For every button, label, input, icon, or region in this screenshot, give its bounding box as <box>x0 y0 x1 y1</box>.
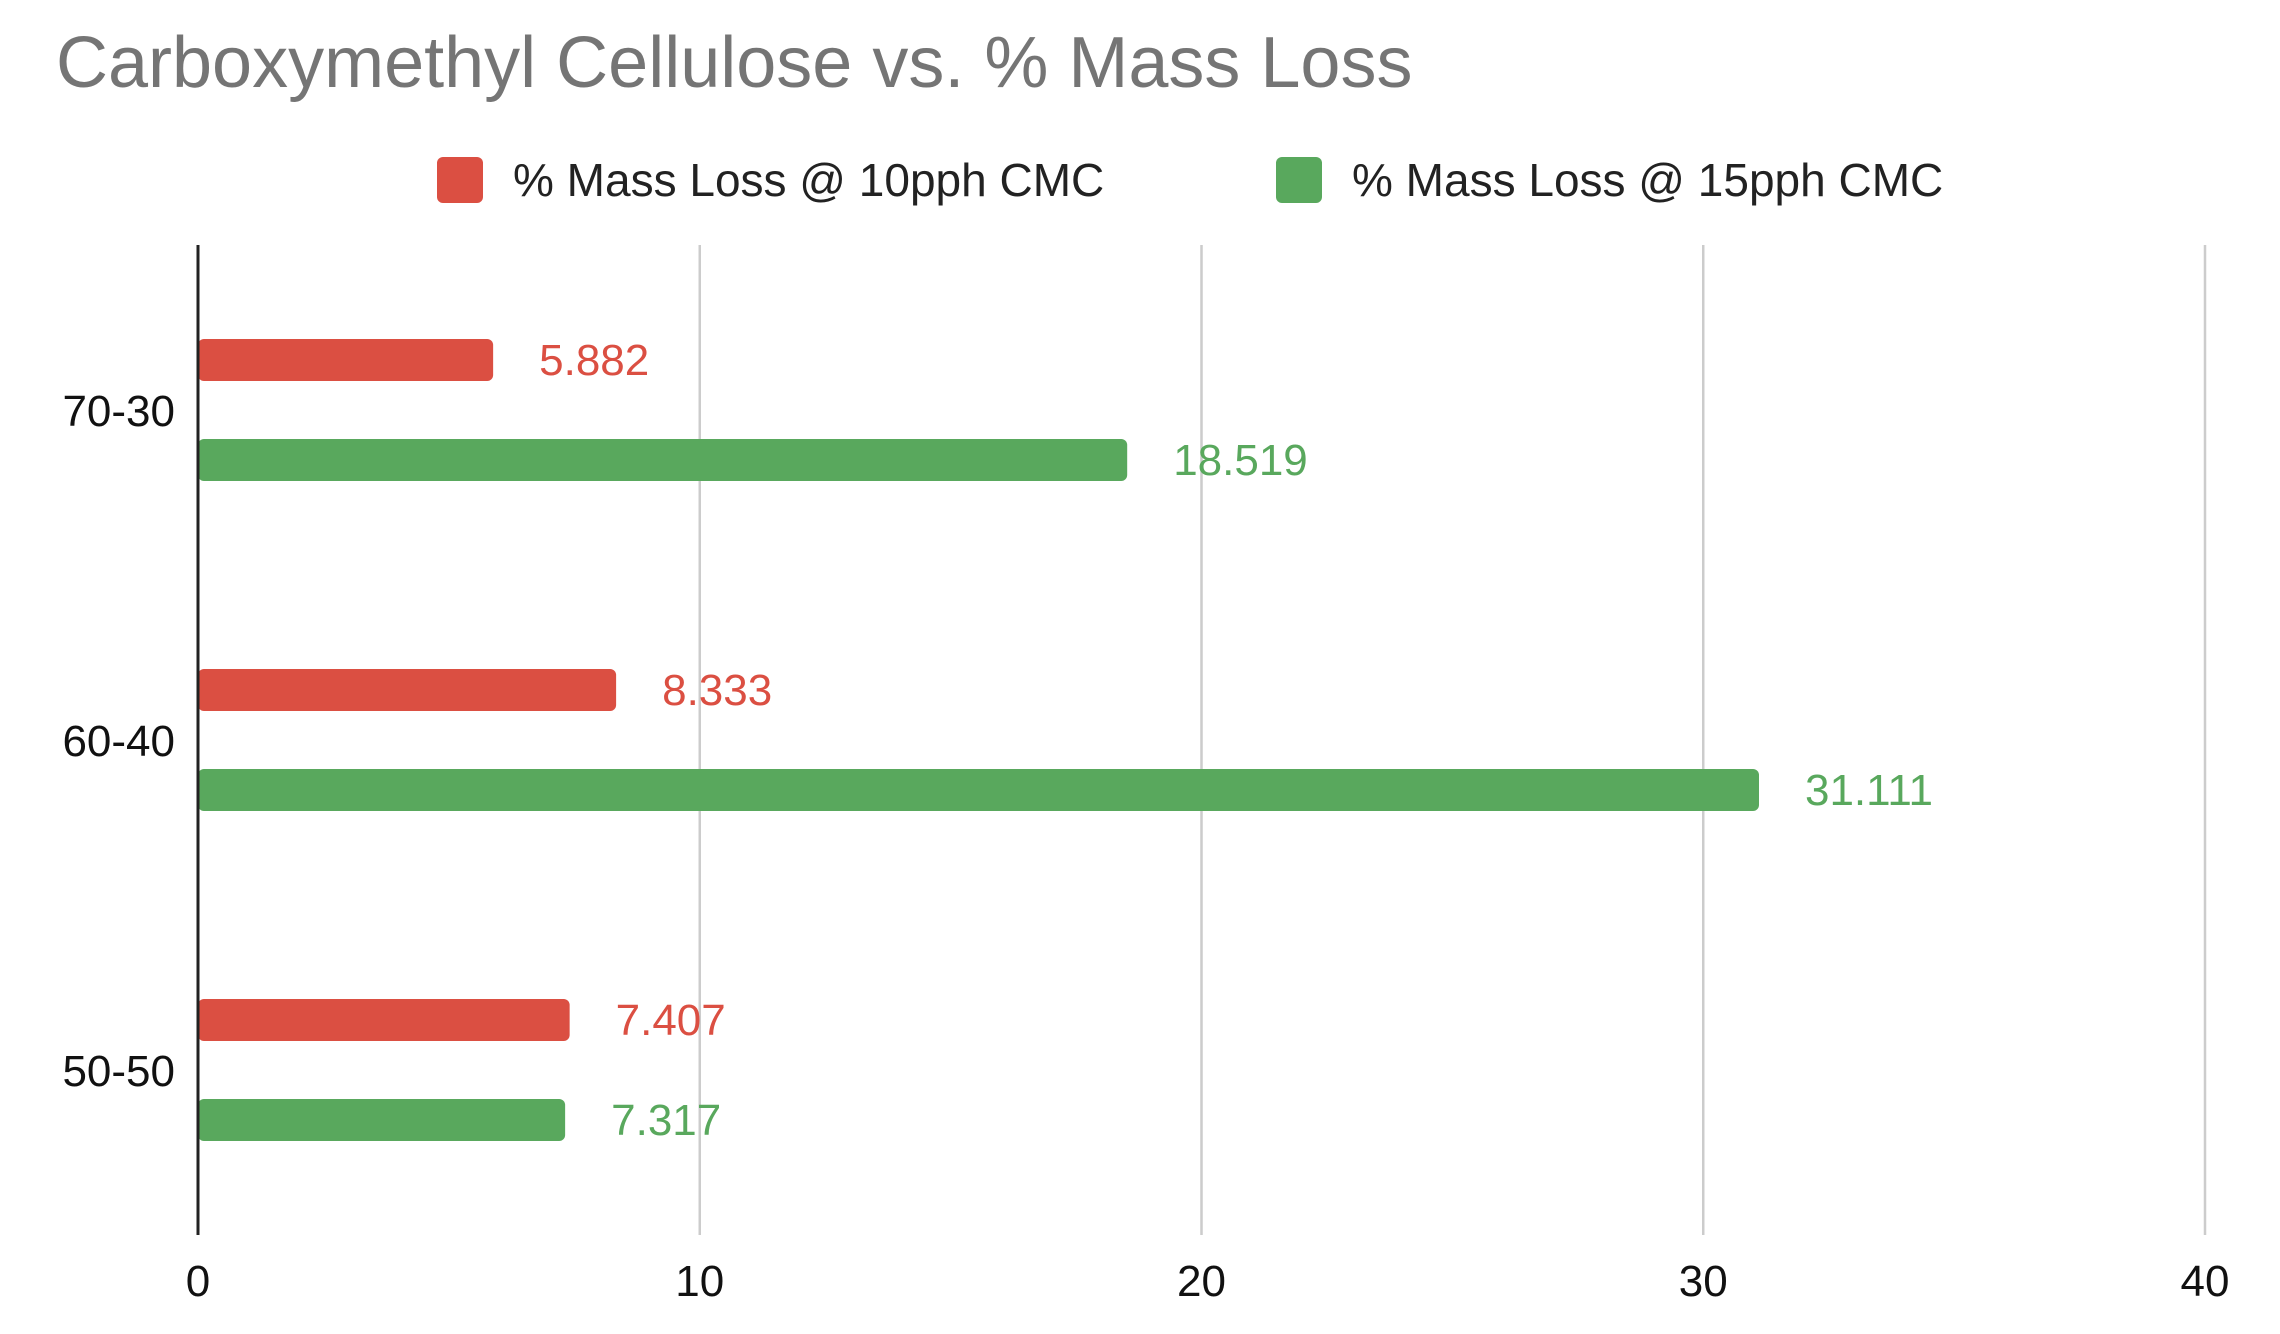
category-label-60-40: 60-40 <box>62 717 175 766</box>
legend-item-10pph[interactable]: % Mass Loss @ 10pph CMC <box>437 150 1104 210</box>
bar-10pph-70-30 <box>198 339 494 381</box>
bar-10pph-50-50 <box>198 999 570 1041</box>
bar-15pph-50-50 <box>198 1099 566 1141</box>
gridlines <box>698 245 2207 1235</box>
category-label-70-30: 70-30 <box>62 387 175 436</box>
data-label-15pph-50-50: 7.317 <box>611 1096 721 1145</box>
data-label-15pph-70-30: 18.519 <box>1173 436 1308 485</box>
bar-10pph-60-40 <box>198 669 617 711</box>
labels: 0 10 20 30 40 70-30 5.882 18.519 60-40 8.333 31.11… <box>62 336 2229 1306</box>
x-tick-label-40: 40 <box>2181 1257 2230 1306</box>
x-tick-label-10: 10 <box>675 1257 724 1306</box>
legend-label-10pph: % Mass Loss @ 10pph CMC <box>513 154 1105 206</box>
bar-15pph-70-30 <box>198 439 1128 481</box>
bar-15pph-60-40 <box>198 769 1759 811</box>
chart-title: Carboxymethyl Cellulose vs. % Mass Loss <box>56 23 1413 103</box>
legend-item-15pph[interactable]: % Mass Loss @ 15pph CMC <box>1276 150 1943 210</box>
legend-label-15pph: % Mass Loss @ 15pph CMC <box>1352 154 1944 206</box>
category-label-50-50: 50-50 <box>62 1047 175 1096</box>
x-tick-label-0: 0 <box>186 1257 210 1306</box>
bars <box>198 339 1759 1141</box>
data-label-15pph-60-40: 31.111 <box>1805 766 1933 815</box>
legend: % Mass Loss @ 10pph CMC % Mass Loss @ 15… <box>0 150 2280 210</box>
legend-swatch-10pph <box>437 157 483 203</box>
x-tick-label-30: 30 <box>1679 1257 1728 1306</box>
data-label-10pph-70-30: 5.882 <box>539 336 649 385</box>
legend-swatch-15pph <box>1276 157 1322 203</box>
x-tick-label-20: 20 <box>1177 1257 1226 1306</box>
data-label-10pph-60-40: 8.333 <box>662 666 772 715</box>
data-label-10pph-50-50: 7.407 <box>616 996 726 1045</box>
